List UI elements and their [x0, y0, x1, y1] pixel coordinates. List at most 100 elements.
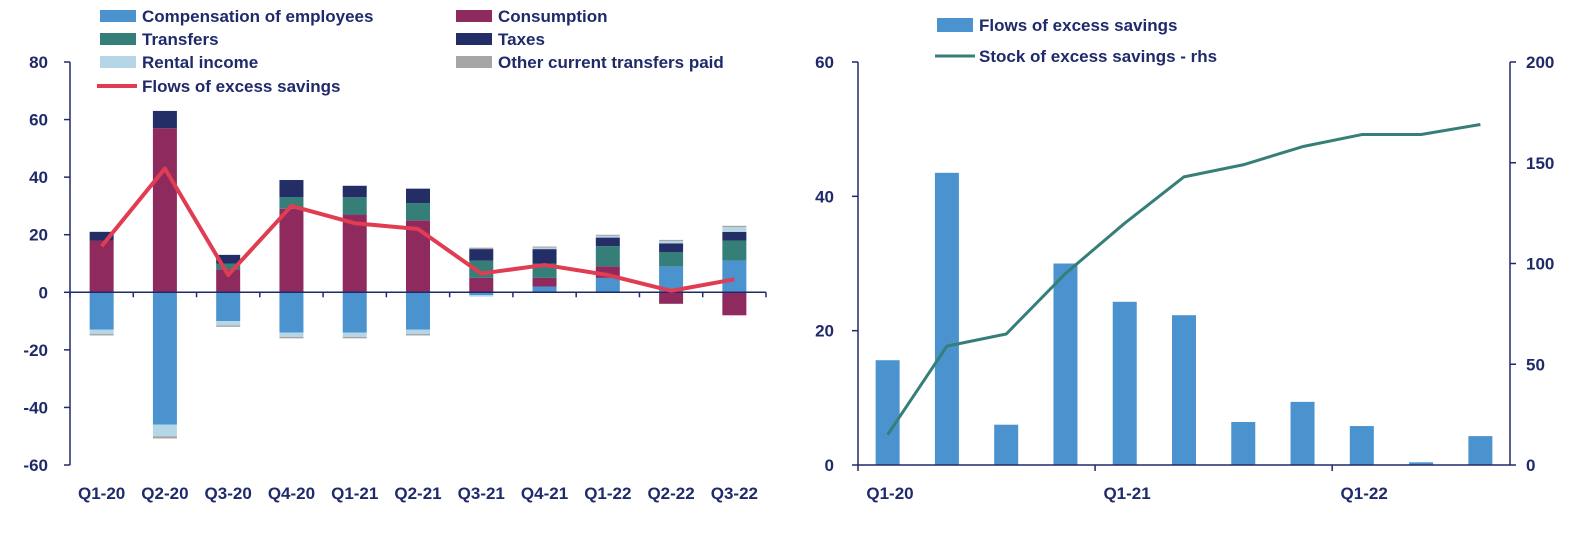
line-stock-of-excess-savings: [886, 122, 1481, 436]
legend-swatch: [456, 56, 492, 68]
bar-segment-other-current-transfers-paid: [152, 436, 177, 439]
left-chart: -60 -40 -20 0 20 40 60 80 Q1-20 Q2-20 Q3-20 Q4-20 Q1…: [23, 7, 767, 503]
bar-segment-transfers: [406, 203, 430, 221]
bar-segment-consumption: [89, 240, 114, 293]
right-chart-y2-tick-label: 50: [1526, 355, 1545, 374]
legend-swatch: [937, 18, 973, 32]
left-y-tick-label: 40: [29, 168, 48, 187]
legend-swatch: [456, 10, 492, 22]
bar-segment-compensation-of-employees: [532, 286, 557, 293]
legend-label: Other current transfers paid: [498, 53, 724, 72]
legend-swatch: [456, 33, 492, 45]
bar-segment-compensation-of-employees: [89, 292, 114, 330]
bar-flows-of-excess-savings: [1053, 263, 1078, 465]
bar-segment-rental-income: [469, 295, 494, 297]
bar-segment-taxes: [532, 249, 557, 264]
left-x-tick-label: Q2-21: [394, 484, 441, 503]
bar-segment-taxes: [89, 231, 114, 241]
bar-segment-consumption: [595, 266, 620, 278]
right-chart: 0 20 40 60 0 50 100 150 200 Q1-20 Q1-21 Q1-22 Flows …: [815, 16, 1554, 503]
left-y-tick-label: -20: [23, 341, 48, 360]
legend-label: Rental income: [142, 53, 258, 72]
legend-label: Compensation of employees: [142, 7, 373, 26]
left-x-tick-label: Q2-22: [647, 484, 694, 503]
left-x-tick-label: Q1-21: [331, 484, 378, 503]
bar-segment-compensation-of-employees: [406, 292, 430, 330]
bar-segment-rental-income: [406, 329, 430, 335]
bar-flows-of-excess-savings: [1112, 301, 1137, 465]
bar-segment-taxes: [152, 110, 177, 129]
bar-segment-other-current-transfers-paid: [216, 325, 241, 327]
bar-segment-consumption: [659, 292, 684, 304]
bar-segment-transfers: [722, 240, 747, 261]
bar-segment-other-current-transfers-paid: [342, 336, 367, 339]
bar-segment-other-current-transfers-paid: [89, 334, 114, 336]
bar-segment-rental-income: [89, 329, 114, 335]
bar-flows-of-excess-savings: [1290, 401, 1315, 465]
bar-segment-consumption: [342, 214, 367, 293]
left-x-tick-label: Q1-20: [78, 484, 125, 503]
left-x-tick-label: Q4-20: [268, 484, 315, 503]
bar-segment-compensation-of-employees: [216, 292, 241, 322]
bar-segment-other-current-transfers-paid: [595, 234, 620, 236]
bar-segment-compensation-of-employees: [279, 292, 304, 333]
left-x-tick-label: Q2-20: [141, 484, 188, 503]
bar-segment-rental-income: [659, 241, 684, 244]
bar-segment-transfers: [279, 197, 304, 209]
bar-segment-rental-income: [342, 332, 367, 337]
bar-flows-of-excess-savings: [1409, 462, 1434, 465]
left-y-tick-label: 80: [29, 53, 48, 72]
right-chart-y2-tick-label: 150: [1526, 154, 1554, 173]
right-chart-x-tick-label: Q1-21: [1103, 484, 1150, 503]
bar-segment-transfers: [342, 197, 367, 215]
bar-segment-consumption: [216, 269, 241, 293]
bar-segment-consumption: [532, 277, 557, 287]
right-chart-x-tick-label: Q1-20: [866, 484, 913, 503]
right-chart-y2-tick-label: 200: [1526, 53, 1554, 72]
bar-segment-rental-income: [279, 332, 304, 337]
right-chart-y-tick-label: 60: [815, 53, 834, 72]
bar-segment-taxes: [279, 180, 304, 198]
left-y-tick-label: 60: [29, 111, 48, 130]
bar-segment-taxes: [659, 243, 684, 252]
bar-flows-of-excess-savings: [875, 360, 900, 465]
bar-segment-rental-income: [216, 321, 241, 326]
bar-segment-other-current-transfers-paid: [279, 336, 304, 339]
bar-segment-taxes: [469, 249, 494, 261]
bar-segment-other-current-transfers-paid: [722, 225, 747, 228]
legend-label: Consumption: [498, 7, 608, 26]
bar-segment-taxes: [216, 254, 241, 264]
bar-segment-taxes: [406, 188, 430, 204]
bar-segment-taxes: [722, 231, 747, 241]
right-chart-y2-tick-label: 100: [1526, 255, 1554, 274]
left-x-tick-label: Q4-21: [521, 484, 568, 503]
bar-segment-other-current-transfers-paid: [532, 246, 557, 248]
legend-label: Flows of excess savings: [979, 16, 1177, 35]
bar-segment-consumption: [152, 128, 177, 293]
left-y-tick-label: 20: [29, 226, 48, 245]
bar-segment-consumption: [469, 277, 494, 293]
right-chart-y-tick-label: 0: [825, 456, 834, 475]
bar-flows-of-excess-savings: [1468, 436, 1493, 465]
legend-label: Taxes: [498, 30, 545, 49]
bar-segment-compensation-of-employees: [722, 260, 747, 293]
left-x-tick-label: Q3-20: [205, 484, 252, 503]
bar-segment-other-current-transfers-paid: [469, 247, 494, 250]
line-flows-of-excess-savings: [100, 166, 735, 293]
bar-segment-transfers: [595, 246, 620, 267]
bar-segment-compensation-of-employees: [152, 292, 177, 425]
bar-segment-taxes: [342, 185, 367, 198]
right-chart-x-tick-label: Q1-22: [1341, 484, 1388, 503]
left-x-tick-label: Q3-21: [458, 484, 505, 503]
bar-flows-of-excess-savings: [1349, 426, 1374, 465]
legend-label: Transfers: [142, 30, 219, 49]
bar-flows-of-excess-savings: [934, 172, 959, 465]
left-y-tick-label: -60: [23, 456, 48, 475]
bar-flows-of-excess-savings: [1231, 422, 1256, 465]
bar-segment-other-current-transfers-paid: [659, 239, 684, 242]
bar-flows-of-excess-savings: [994, 424, 1019, 465]
bar-segment-rental-income: [722, 227, 747, 232]
legend-label: Stock of excess savings - rhs: [979, 47, 1217, 66]
left-x-tick-label: Q1-22: [584, 484, 631, 503]
